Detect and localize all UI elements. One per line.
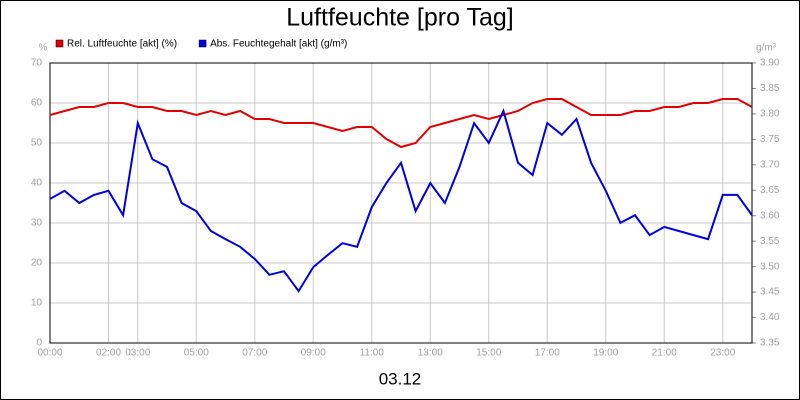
x-tick-label: 07:00 [242, 348, 267, 359]
plot-border [49, 62, 753, 344]
legend-swatch [198, 39, 207, 48]
x-tick-label: 23:00 [710, 348, 735, 359]
y2-tick-label: 3.75 [760, 134, 780, 145]
legend-label: Abs. Feuchtegehalt [akt] (g/m³) [210, 39, 347, 50]
y-tick-label: 70 [31, 58, 43, 69]
x-tick-label: 05:00 [184, 348, 209, 359]
y2-tick-label: 3.45 [760, 287, 780, 298]
y2-tick-label: 3.85 [760, 83, 780, 94]
y2-tick-label: 3.50 [760, 261, 780, 272]
x-tick-label: 09:00 [301, 348, 326, 359]
y-axis-label: % [39, 43, 48, 54]
y-tick-label: 40 [31, 178, 43, 189]
plot-area [50, 63, 752, 343]
x-tick-label: 15:00 [476, 348, 501, 359]
x-tick-label: 21:00 [652, 348, 677, 359]
x-tick-label: 13:00 [418, 348, 443, 359]
data-line [49, 98, 753, 149]
legend-label: Rel. Luftfeuchte [akt] (%) [67, 39, 177, 50]
x-tick-label: 00:00 [37, 348, 62, 359]
y2-tick-label: 3.35 [760, 338, 780, 349]
y2-tick-label: 3.55 [760, 236, 780, 247]
y-tick-label: 50 [31, 138, 43, 149]
y2-tick-label: 3.40 [760, 312, 780, 323]
y-tick-label: 30 [31, 218, 43, 229]
y2-tick-label: 3.90 [760, 58, 780, 69]
chart-title: Luftfeuchte [pro Tag] [286, 4, 513, 32]
data-line [49, 108, 753, 293]
y2-axis-label: g/m³ [756, 43, 777, 54]
x-tick-label: 19:00 [593, 348, 618, 359]
y2-tick-label: 3.65 [760, 185, 780, 196]
y2-tick-label: 3.60 [760, 210, 780, 221]
x-tick-label: 11:00 [360, 348, 385, 359]
y-tick-label: 10 [31, 298, 43, 309]
y2-tick-label: 3.70 [760, 159, 780, 170]
y-tick-label: 0 [36, 338, 42, 349]
x-tick-label: 02:00 [96, 348, 121, 359]
y-tick-label: 60 [31, 98, 43, 109]
x-axis-label: 03.12 [379, 369, 422, 388]
x-tick-label: 03:00 [125, 348, 150, 359]
y2-tick-label: 3.80 [760, 109, 780, 120]
legend-swatch [55, 39, 64, 48]
x-tick-label: 17:00 [535, 348, 560, 359]
y-tick-label: 20 [31, 258, 43, 269]
